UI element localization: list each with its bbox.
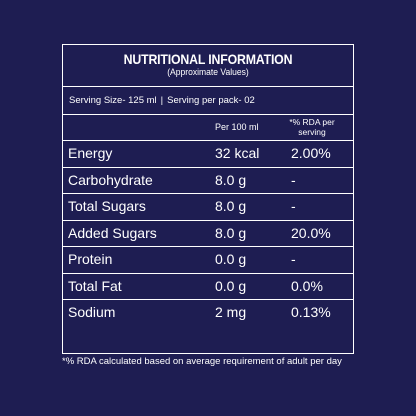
nutrient-rda: 0.13% xyxy=(291,304,331,320)
nutrient-rda: - xyxy=(291,251,296,267)
table-row: Total Sugars 8.0 g - xyxy=(63,194,353,221)
table-title: NUTRITIONAL INFORMATION xyxy=(123,51,293,67)
servings-per-pack: Serving per pack- 02 xyxy=(167,95,255,106)
nutrient-name: Carbohydrate xyxy=(68,171,153,188)
nutrient-amount: 0.0 g xyxy=(215,277,247,294)
nutrient-name: Energy xyxy=(68,145,113,161)
footnote: *% RDA calculated based on average requi… xyxy=(62,356,342,367)
table-row: Energy 32 kcal 2.00% xyxy=(63,141,353,168)
nutrient-rda: - xyxy=(291,171,296,188)
nutrient-rda: 0.0% xyxy=(291,277,323,294)
table-row: Added Sugars 8.0 g 20.0% xyxy=(63,221,353,247)
serving-separator: | xyxy=(160,95,164,106)
table-row: Sodium 2 mg 0.13% xyxy=(63,300,353,327)
nutrient-amount: 8.0 g xyxy=(215,224,247,241)
nutrient-amount: 32 kcal xyxy=(215,145,260,161)
nutrient-rda: 2.00% xyxy=(291,145,331,161)
table-subtitle: (Approximate Values) xyxy=(167,67,249,78)
table-header: NUTRITIONAL INFORMATION (Approximate Val… xyxy=(63,45,353,87)
nutrient-rows: Energy 32 kcal 2.00% Carbohydrate 8.0 g - Tota… xyxy=(63,141,353,327)
nutrient-amount: 8.0 g xyxy=(215,171,247,188)
nutrient-name: Total Fat xyxy=(68,277,122,294)
table-row: Protein 0.0 g - xyxy=(63,247,353,274)
table-row: Total Fat 0.0 g 0.0% xyxy=(63,274,353,300)
column-headers: Per 100 ml *% RDA per serving xyxy=(63,115,353,141)
nutrient-rda: - xyxy=(291,198,296,214)
nutrient-amount: 8.0 g xyxy=(215,198,247,214)
column-header-rda: *% RDA per serving xyxy=(289,117,335,137)
nutrient-name: Sodium xyxy=(68,304,116,320)
nutrient-rda: 20.0% xyxy=(291,224,331,241)
nutrient-name: Added Sugars xyxy=(68,224,157,241)
table-row: Carbohydrate 8.0 g - xyxy=(63,168,353,194)
column-header-per100: Per 100 ml xyxy=(215,122,259,132)
nutrient-amount: 2 mg xyxy=(215,304,247,320)
nutrient-name: Total Sugars xyxy=(68,198,146,214)
nutrition-table: NUTRITIONAL INFORMATION (Approximate Val… xyxy=(62,44,354,354)
serving-info: Serving Size- 125 ml | Serving per pack- 0… xyxy=(63,87,353,115)
nutrient-amount: 0.0 g xyxy=(215,251,247,267)
serving-size: Serving Size- 125 ml xyxy=(69,95,157,106)
nutrient-name: Protein xyxy=(68,251,113,267)
